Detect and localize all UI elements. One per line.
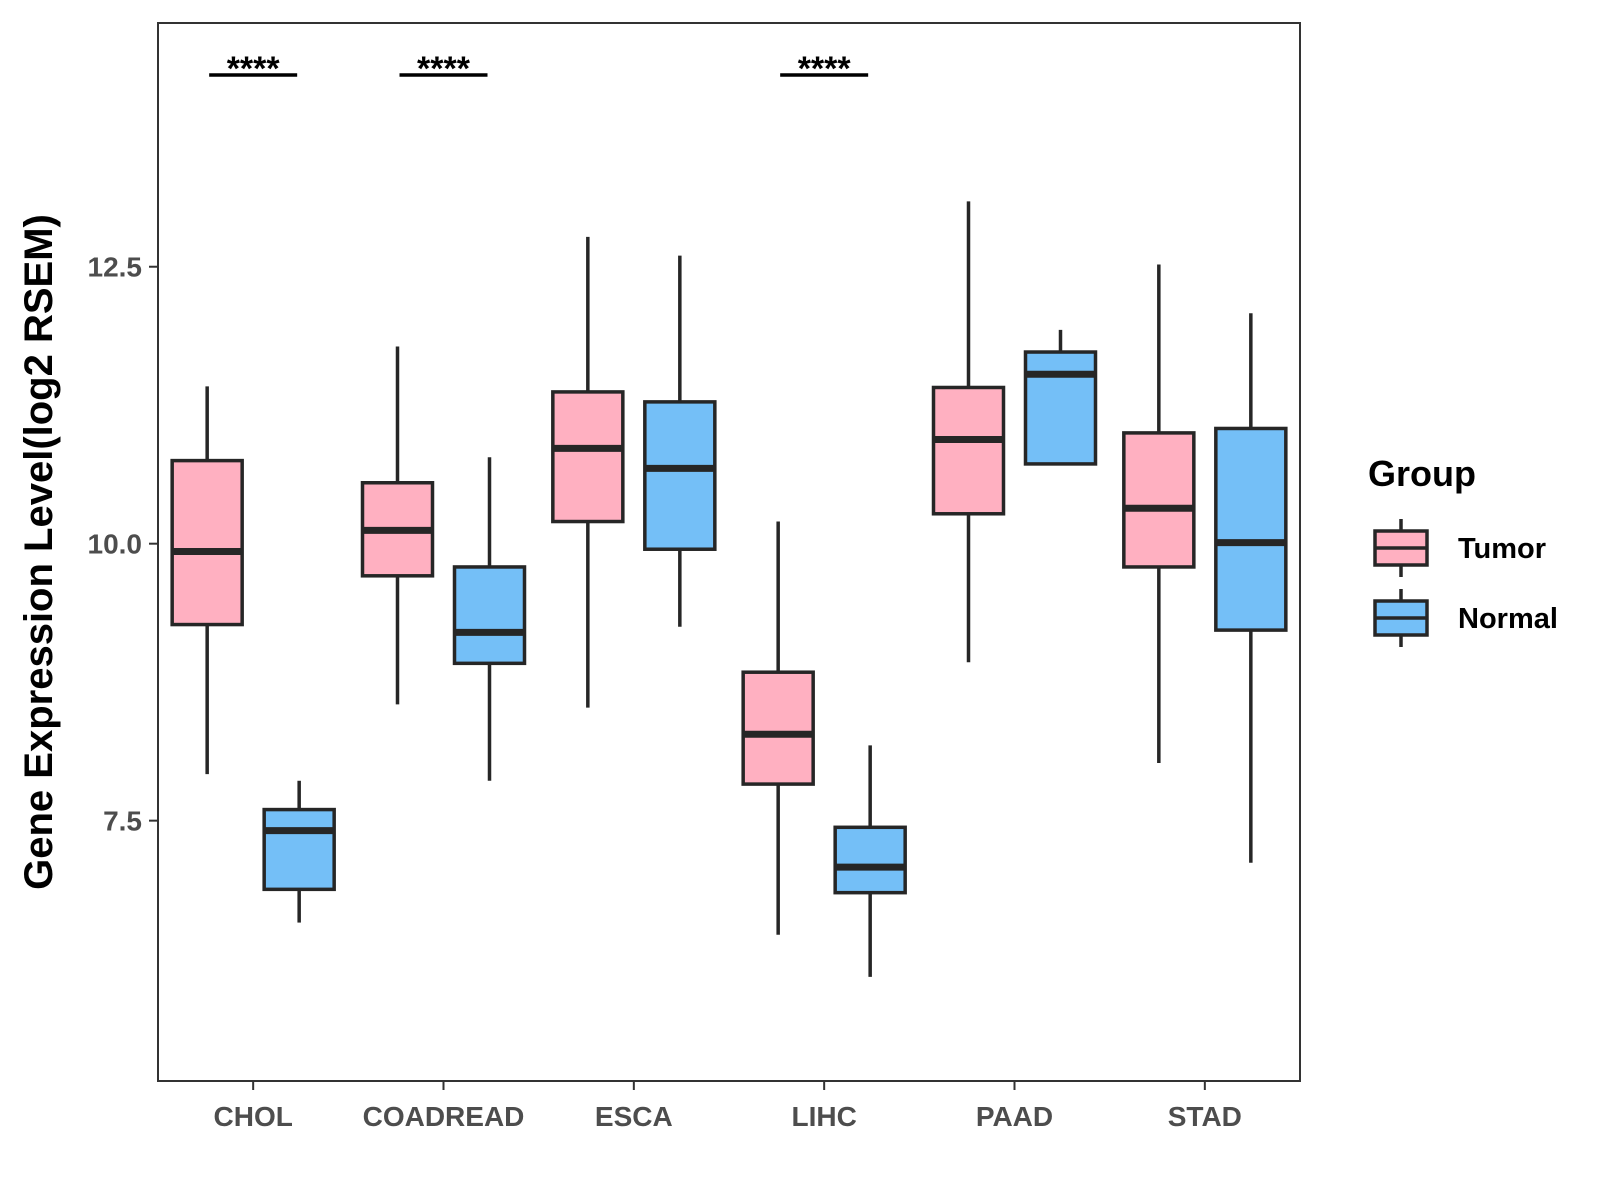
legend: Group Tumor Normal — [1368, 453, 1558, 647]
legend-item-tumor: Tumor — [1373, 519, 1546, 577]
box-iqr — [1023, 350, 1098, 466]
box-iqr — [170, 458, 244, 627]
box-iqr — [1214, 426, 1288, 632]
y-axis: 7.5 10.0 12.5 — [88, 252, 158, 837]
box-tumor-coadread — [360, 346, 435, 705]
box-iqr — [551, 390, 625, 524]
y-tick-label: 12.5 — [88, 252, 143, 283]
box-tumor-lihc — [741, 521, 815, 935]
y-axis-title: Gene Expression Level(log2 RSEM) — [17, 214, 61, 890]
box-normal-paad — [1023, 329, 1098, 466]
box-tumor-paad — [931, 201, 1006, 663]
x-tick-label: CHOL — [214, 1101, 293, 1132]
x-tick-label: PAAD — [976, 1101, 1053, 1132]
box-iqr — [452, 565, 527, 666]
x-tick-label: STAD — [1168, 1101, 1242, 1132]
x-tick-label: COADREAD — [363, 1101, 525, 1132]
box-iqr — [1122, 431, 1196, 569]
x-axis: CHOL COADREAD ESCA LIHC PAAD STAD — [214, 1081, 1242, 1132]
box-iqr — [741, 670, 815, 786]
box-iqr — [643, 400, 717, 551]
x-tick-label: ESCA — [595, 1101, 673, 1132]
box-normal-chol — [262, 780, 336, 923]
legend-label: Tumor — [1458, 533, 1546, 565]
legend-label: Normal — [1458, 603, 1558, 635]
box-tumor-chol — [170, 386, 244, 775]
significance-annotations: **** **** **** — [209, 50, 869, 88]
box-iqr — [262, 807, 336, 892]
legend-item-normal: Normal — [1373, 589, 1558, 647]
significance-label: **** — [798, 50, 852, 88]
box-iqr — [833, 825, 907, 895]
box-normal-lihc — [833, 745, 907, 977]
box-normal-esca — [643, 255, 717, 627]
x-tick-label: LIHC — [792, 1101, 857, 1132]
box-tumor-esca — [551, 236, 625, 708]
y-tick-label: 10.0 — [88, 529, 143, 560]
significance-label: **** — [227, 50, 281, 88]
box-tumor-stad — [1122, 264, 1196, 764]
significance-label: **** — [417, 50, 471, 88]
box-iqr — [931, 385, 1006, 516]
plot-panel — [157, 22, 1301, 1082]
legend-title: Group — [1368, 453, 1476, 494]
box-normal-stad — [1214, 313, 1288, 863]
y-tick-label: 7.5 — [103, 806, 142, 837]
box-normal-coadread — [452, 457, 527, 781]
box-group — [170, 201, 1288, 977]
